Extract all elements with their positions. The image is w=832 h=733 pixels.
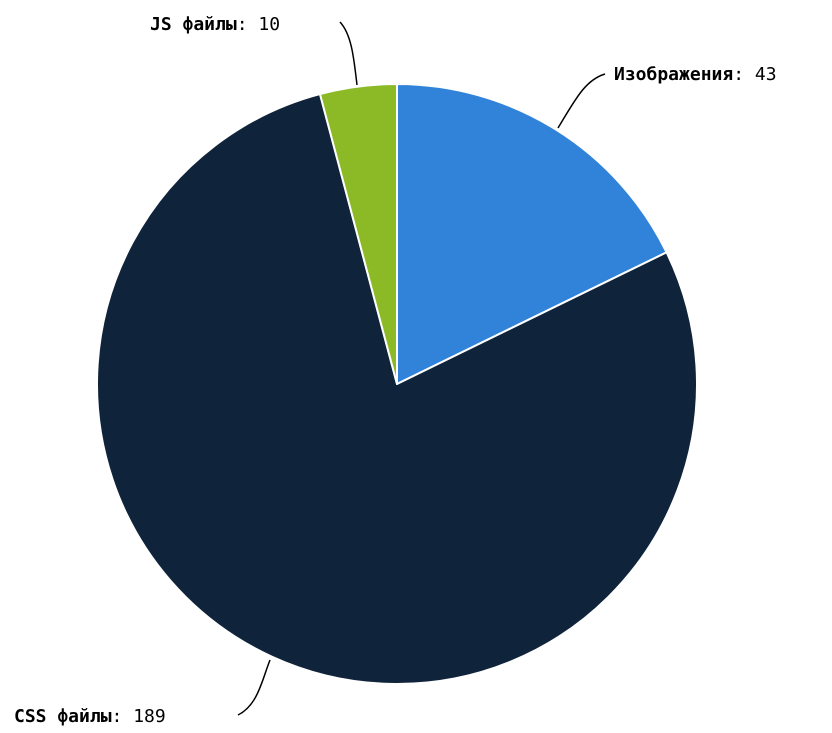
data-label-js-files: JS файлы: 10 xyxy=(150,14,280,35)
data-label-images: Изображения: 43 xyxy=(614,64,777,85)
data-label-css-files: CSS файлы: 189 xyxy=(14,706,166,727)
data-label-name: CSS файлы xyxy=(14,706,112,727)
label-connector-js-files xyxy=(339,21,358,86)
data-label-value: : 10 xyxy=(237,14,280,35)
data-label-name: Изображения xyxy=(614,64,733,85)
label-connector-images xyxy=(557,73,606,129)
pie-slice-js-files[interactable] xyxy=(318,83,398,385)
pie-slices xyxy=(96,83,698,685)
data-label-name: JS файлы xyxy=(150,14,237,35)
label-connectors xyxy=(237,21,606,716)
pie-slice-images[interactable] xyxy=(396,83,668,385)
pie-slice-css-files[interactable] xyxy=(96,93,698,685)
data-label-value: : 43 xyxy=(733,64,776,85)
label-connector-css-files xyxy=(237,659,271,716)
data-label-value: : 189 xyxy=(112,706,166,727)
